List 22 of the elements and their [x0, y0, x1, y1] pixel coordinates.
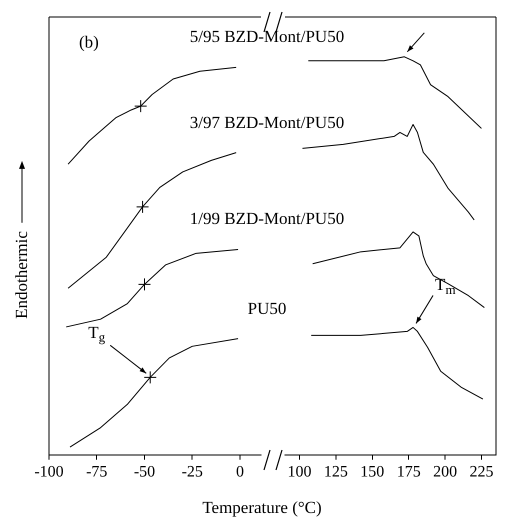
x-tick-label: -50: [134, 464, 156, 481]
x-tick-label: 225: [469, 464, 494, 481]
y-axis-title: Endothermic: [12, 231, 32, 319]
x-tick-label: 200: [433, 464, 458, 481]
series-label: PU50: [248, 298, 286, 319]
x-tick-label: 0: [236, 464, 244, 481]
point: [134, 100, 148, 113]
x-tick-label: -75: [86, 464, 108, 481]
x-tick-label: -25: [182, 464, 203, 481]
text: 3/97 BZD-Mont/PU50: [190, 112, 344, 133]
point: [138, 278, 151, 291]
point: [144, 370, 157, 384]
text: (b): [79, 32, 99, 52]
x-axis-title: Temperature (°C): [202, 498, 322, 518]
x-tick-label: 100: [288, 464, 312, 481]
point: [136, 200, 150, 214]
x-tick-label: 150: [360, 464, 384, 481]
legend-label: 5/95 BZD-Mont/PU50: [190, 27, 344, 48]
series-label: 1/99 BZD-Mont/PU50: [190, 209, 344, 230]
x-tick-label: -100: [34, 464, 64, 481]
x-tick-label: 125: [324, 464, 348, 481]
x-tick-label: 175: [396, 464, 421, 481]
